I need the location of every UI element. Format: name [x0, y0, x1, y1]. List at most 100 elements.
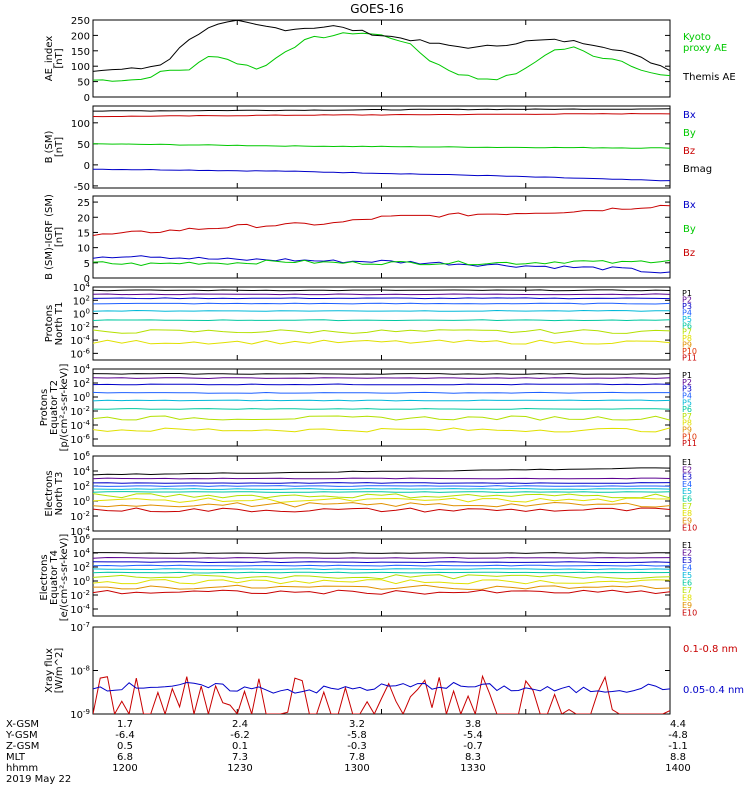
channel-line-e10	[93, 507, 670, 513]
ephem-value: 8.3	[465, 752, 481, 763]
channel-line-e6	[93, 491, 670, 493]
channel-line-p4	[93, 391, 670, 394]
channel-label-p6: P6	[682, 321, 692, 330]
ephem-value: -0.7	[463, 741, 483, 752]
ephem-value: -6.4	[115, 730, 135, 741]
channel-line-p8	[93, 339, 670, 345]
channel-line-e3	[93, 561, 670, 564]
y-tick-label: 0	[84, 93, 90, 104]
channel-label-e10: E10	[682, 609, 697, 618]
series-line-bz	[93, 204, 670, 236]
ephem-value: 7.8	[349, 752, 365, 763]
ephem-value: 1200	[112, 763, 137, 774]
ephem-value: 4.4	[670, 719, 686, 730]
y-tick-label: 100	[73, 575, 90, 588]
y-tick-label: 10-7	[70, 621, 90, 634]
channel-label-e6: E6	[682, 579, 692, 588]
ephem-value: 1230	[227, 763, 252, 774]
legend-themis: Themis AE	[682, 72, 736, 83]
y-tick-label: 0	[84, 161, 90, 172]
y-tick-label: 200	[71, 31, 90, 42]
y-tick-label: 10-9	[70, 708, 90, 721]
y-tick-label: 250	[71, 16, 90, 27]
y-tick-label: 104	[73, 547, 91, 560]
series-line-bx	[93, 255, 670, 274]
y-tick-label: 5	[84, 259, 90, 270]
y-axis-label: ProtonsEquator T2[p/(cm²-s-sr-keV)]	[39, 364, 70, 452]
channel-label-p11: P11	[682, 439, 697, 448]
ephem-value: 2.4	[232, 719, 248, 730]
channel-label-p8: P8	[682, 419, 692, 428]
ephem-value: 3.2	[349, 719, 365, 730]
series-line-bx	[93, 168, 670, 182]
channel-label-e1: E1	[682, 541, 692, 550]
channel-label-p11: P11	[682, 354, 697, 363]
channel-label-e3: E3	[682, 473, 692, 482]
panel-3: 0 5 10 15 20 25 B (SM)-IGRF (SM)[nT] Bx By Bz	[44, 194, 696, 285]
panel-frame	[92, 368, 671, 447]
legend-bmag: Bmag	[683, 164, 712, 175]
channel-label-p10: P10	[682, 432, 697, 441]
ephem-value: 1300	[344, 763, 369, 774]
channel-label-p10: P10	[682, 347, 697, 356]
y-tick-label: -50	[74, 182, 90, 193]
ephem-value: 8.8	[670, 752, 686, 763]
y-tick-label: 100	[71, 119, 90, 130]
y-tick-label: 15	[77, 228, 90, 239]
ephem-value: -4.8	[668, 730, 688, 741]
y-tick-label: 10-6	[70, 433, 90, 446]
legend-bz: Bz	[683, 248, 695, 259]
channel-line-e4	[93, 564, 670, 567]
channel-line-p2	[93, 293, 670, 296]
y-axis-label: ProtonsNorth T1	[44, 302, 65, 346]
channel-line-p5	[93, 309, 670, 312]
ephem-label-mlt: MLT	[6, 752, 26, 763]
y-tick-label: 25	[77, 198, 90, 209]
panel-2: -50 0 50 100 B (SM)[nT] Bx By Bz Bmag	[44, 105, 712, 193]
y-tick-label: 10-8	[70, 665, 90, 678]
y-tick-label: 10-2	[70, 405, 90, 418]
legend-by: By	[683, 128, 696, 139]
channel-line-e7	[93, 574, 670, 580]
channel-label-p9: P9	[682, 426, 692, 435]
channel-label-e5: E5	[682, 571, 692, 580]
channel-line-e7	[93, 493, 670, 499]
legend-kyoto: Kyoto proxy AE	[683, 32, 727, 54]
channel-line-e9	[93, 584, 670, 590]
channel-line-p4	[93, 302, 670, 305]
channel-line-e1	[93, 467, 670, 476]
channel-line-e1	[93, 552, 670, 554]
channel-label-e5: E5	[682, 487, 692, 496]
series-line-kyoto	[93, 32, 670, 82]
y-axis-label: B (SM)[nT]	[44, 130, 65, 163]
channel-label-p9: P9	[682, 341, 692, 350]
panel-frame	[92, 195, 671, 279]
ephem-value: 1400	[665, 763, 690, 774]
y-tick-label: 20	[77, 213, 90, 224]
legend-bz: Bz	[683, 146, 695, 157]
channel-line-p3	[93, 297, 670, 300]
ephem-label-x-gsm: X-GSM	[6, 719, 39, 730]
legend-xray-short: 0.05-0.4 nm	[683, 685, 744, 696]
panel-frame	[92, 455, 671, 532]
panel-frame	[92, 626, 671, 715]
channel-label-e4: E4	[682, 480, 692, 489]
ephem-value: 7.3	[232, 752, 248, 763]
channel-line-p1	[93, 289, 670, 292]
channel-line-e2	[93, 477, 670, 480]
y-tick-label: 106	[73, 450, 91, 463]
y-tick-label: 102	[73, 480, 90, 493]
y-tick-label: 50	[77, 78, 90, 89]
series-line-by	[93, 143, 670, 149]
y-tick-label: 10	[77, 244, 90, 255]
y-tick-label: 100	[73, 495, 90, 508]
channel-label-p5: P5	[682, 398, 692, 407]
y-tick-label: 10-2	[70, 321, 90, 334]
series-line-bmag	[93, 108, 670, 112]
y-axis-label: AE_index[nT]	[44, 36, 65, 82]
ephem-value: 0.1	[232, 741, 248, 752]
ephem-value: -1.1	[668, 741, 688, 752]
